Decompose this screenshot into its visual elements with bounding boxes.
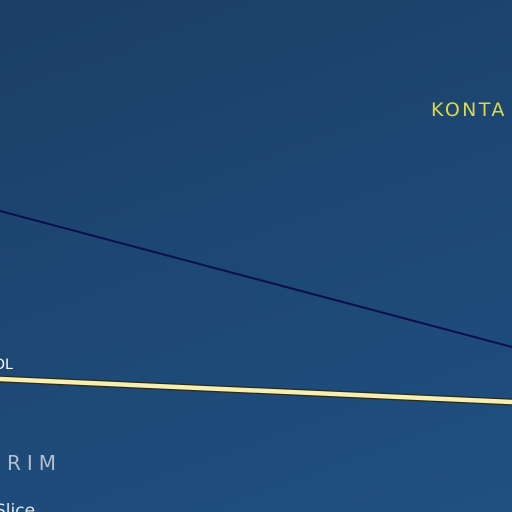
place-label: Slice <box>0 501 36 512</box>
boundary-line <box>0 210 512 348</box>
region-label-kontakt: KONTA <box>431 99 507 121</box>
road-line <box>0 376 512 405</box>
region-label-rim: RIM <box>7 451 63 475</box>
road-label: OL <box>0 357 13 373</box>
